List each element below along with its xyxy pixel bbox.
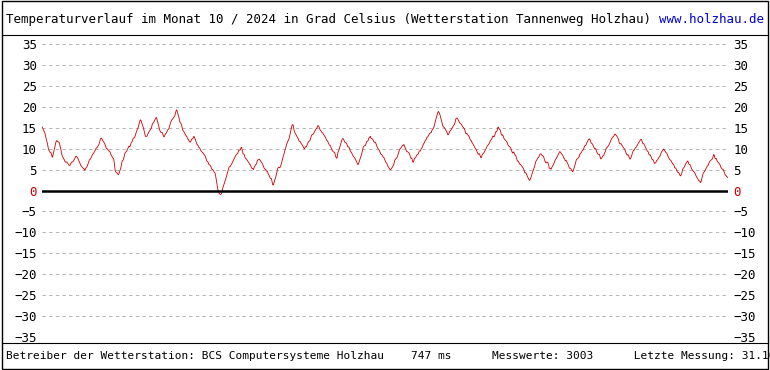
Text: Betreiber der Wetterstation: BCS Computersysteme Holzhau    747 ms      Messwert: Betreiber der Wetterstation: BCS Compute… <box>6 351 770 361</box>
Text: www.holzhau.de: www.holzhau.de <box>659 13 764 26</box>
Text: Temperaturverlauf im Monat 10 / 2024 in Grad Celsius (Wetterstation Tannenweg Ho: Temperaturverlauf im Monat 10 / 2024 in … <box>6 13 651 26</box>
